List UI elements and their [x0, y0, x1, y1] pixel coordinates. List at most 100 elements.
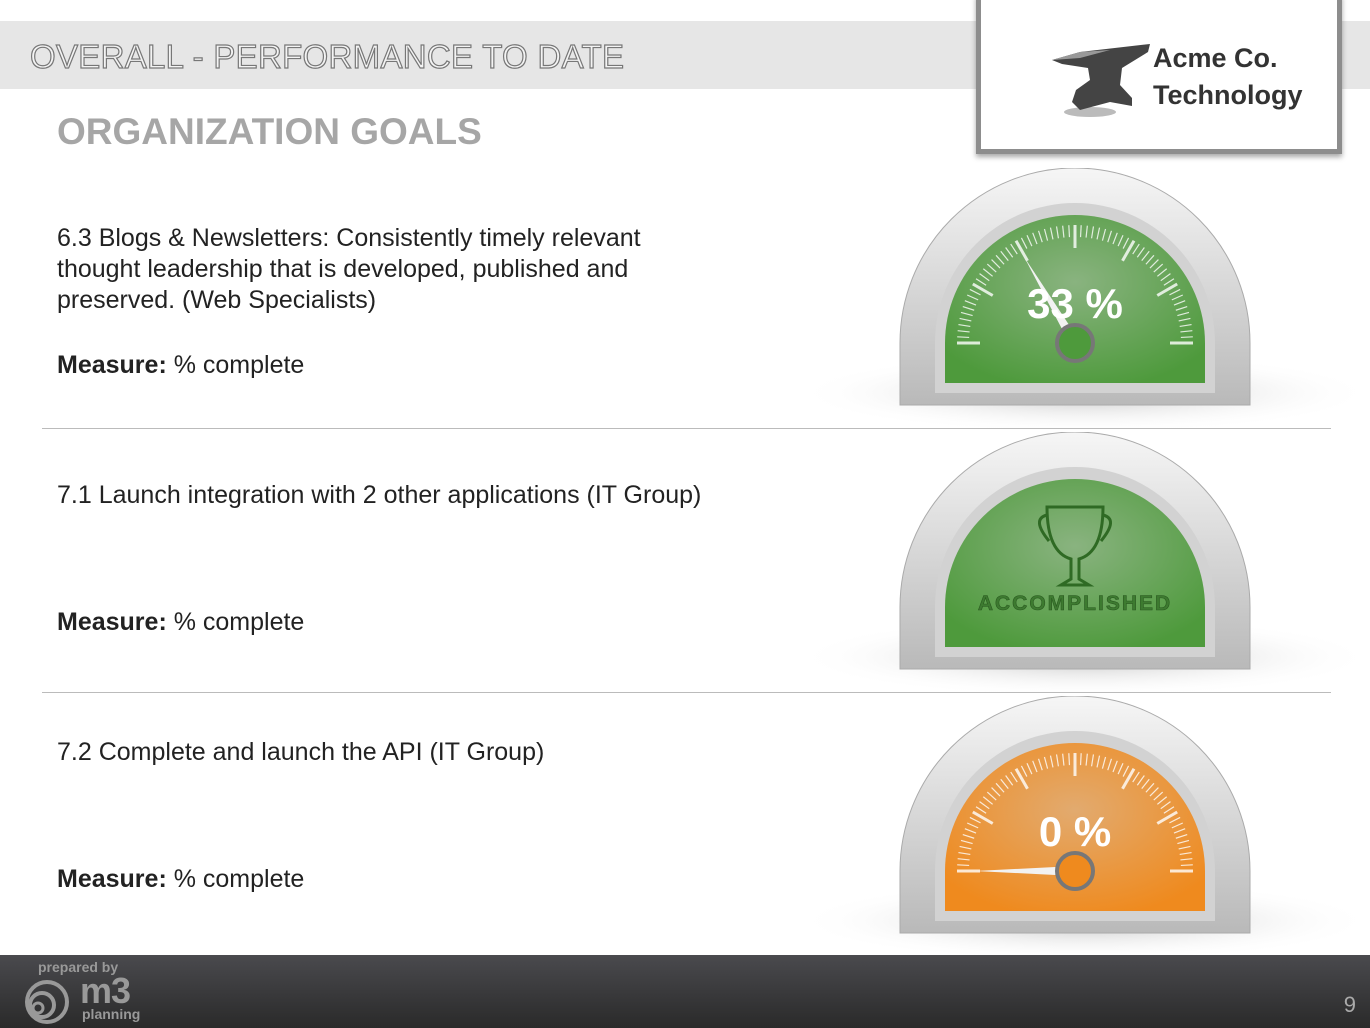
gauge-tick [960, 311, 973, 317]
gauge-tick [1136, 775, 1145, 786]
gauge-tick [1037, 758, 1043, 771]
gauge-tick [962, 305, 975, 311]
gauge-tick [1180, 336, 1193, 339]
gauge-tick [1055, 754, 1060, 767]
gauge-tick [979, 273, 990, 282]
gauge-face [945, 215, 1205, 383]
gauge-tick [1171, 294, 1184, 301]
gauge-tick [957, 330, 970, 333]
gauge-tick [1049, 755, 1054, 768]
gauge-tick [1121, 768, 1136, 790]
gauge-tick [957, 864, 970, 867]
gauge-tick [1132, 771, 1140, 783]
gauge-tick [1090, 754, 1095, 767]
divider [42, 428, 1331, 429]
gauge-tick [1132, 243, 1140, 255]
gauge-0-percent: 0 % [795, 696, 1370, 956]
m3-brand-sub: planning [82, 1006, 141, 1022]
gauge-tick [958, 323, 971, 328]
gauge-tick [1068, 225, 1071, 238]
gauge-tick [1179, 851, 1192, 856]
gauge-tick [1173, 300, 1186, 306]
gauge-tick [1180, 330, 1193, 333]
gauge-tick [1037, 230, 1043, 243]
gauge-tick [975, 806, 987, 814]
gauge-tick [1177, 311, 1190, 317]
gauge-tick [960, 839, 973, 845]
gauge-tick [1178, 317, 1191, 322]
gauge-tick [1068, 753, 1071, 766]
gauge-tick [1112, 232, 1118, 245]
gauge-tick [972, 810, 994, 825]
gauge-tick [969, 816, 981, 824]
gauge-tick [959, 317, 972, 322]
gauge-tick [1032, 760, 1038, 773]
gauge-tick [1014, 240, 1029, 262]
logo-line-1: Acme Co. [1153, 43, 1278, 73]
measure-value: % complete [166, 351, 305, 379]
gauge-tick [1149, 787, 1159, 797]
gauge-needle [1024, 256, 1080, 346]
gauge-tick [1079, 753, 1082, 766]
gauge-tick [1156, 282, 1178, 297]
gauge-tick [1122, 237, 1130, 249]
gauge-tick [991, 259, 1001, 269]
gauge-tick [991, 787, 1001, 797]
gauge-tick [1117, 762, 1124, 775]
gauge-tick [982, 268, 994, 277]
gauge-tick [964, 300, 977, 306]
gauge-tick [1169, 288, 1181, 296]
goal-measure: Measure: % complete [57, 351, 304, 380]
gauge-tick [1175, 305, 1188, 311]
measure-value: % complete [166, 865, 305, 893]
gauge-tick [966, 294, 979, 301]
gauge-tick [1177, 839, 1190, 845]
gauge-tick [1020, 765, 1028, 777]
gauge-pivot [1055, 323, 1095, 363]
gauge-tick [995, 782, 1005, 793]
m3-logo-swirl-icon [25, 980, 69, 1024]
gauge-tick [1026, 762, 1033, 775]
gauge-tick [1160, 801, 1171, 810]
gauge-tick [1096, 755, 1101, 768]
gauge-tick [1121, 240, 1136, 262]
gauge-tick [1156, 810, 1178, 825]
gauge-tick [1026, 234, 1033, 247]
gauge-face [945, 479, 1205, 647]
gauge-tick [958, 851, 971, 856]
goal-text: 7.1 Launch integration with 2 other appl… [57, 481, 702, 509]
gauge-tick [957, 858, 970, 861]
measure-label: Measure: [57, 608, 167, 636]
gauge-tick [1171, 822, 1184, 829]
gauge-tick [1156, 796, 1168, 805]
gauge-tick [986, 263, 997, 273]
gauge-tick [1085, 753, 1088, 766]
page-title: OVERALL - PERFORMANCE TO DATE [29, 37, 625, 75]
gauge-tick [1122, 765, 1130, 777]
gauge-tick [1180, 858, 1193, 861]
gauge-tick [1153, 791, 1164, 801]
trophy-icon [1045, 505, 1105, 587]
gauge-tick [1005, 775, 1014, 786]
gauge-tick [1020, 237, 1028, 249]
gauge-tick [986, 791, 997, 801]
gauge-tick [982, 796, 994, 805]
gauge-tick [1175, 833, 1188, 839]
gauge-tick [1079, 225, 1082, 238]
goal-measure: Measure: % complete [57, 608, 304, 637]
gauge-tick [1169, 816, 1181, 824]
gauge-pivot [1055, 851, 1095, 891]
gauge-tick [1000, 250, 1009, 262]
divider [42, 692, 1331, 693]
gauge-tick [1149, 259, 1159, 269]
gauge-tick [1141, 778, 1150, 790]
trophy-handles [1038, 513, 1112, 542]
gauge-tick [959, 845, 972, 850]
gauge-tick [1043, 756, 1049, 769]
gauge-tick [1141, 250, 1150, 262]
gauge-33-percent: 33 % [795, 168, 1370, 428]
gauge-tick [1156, 268, 1168, 277]
page-number: 9 [1343, 992, 1356, 1017]
gauge-tick [1173, 828, 1186, 834]
anvil-icon [1052, 44, 1150, 117]
